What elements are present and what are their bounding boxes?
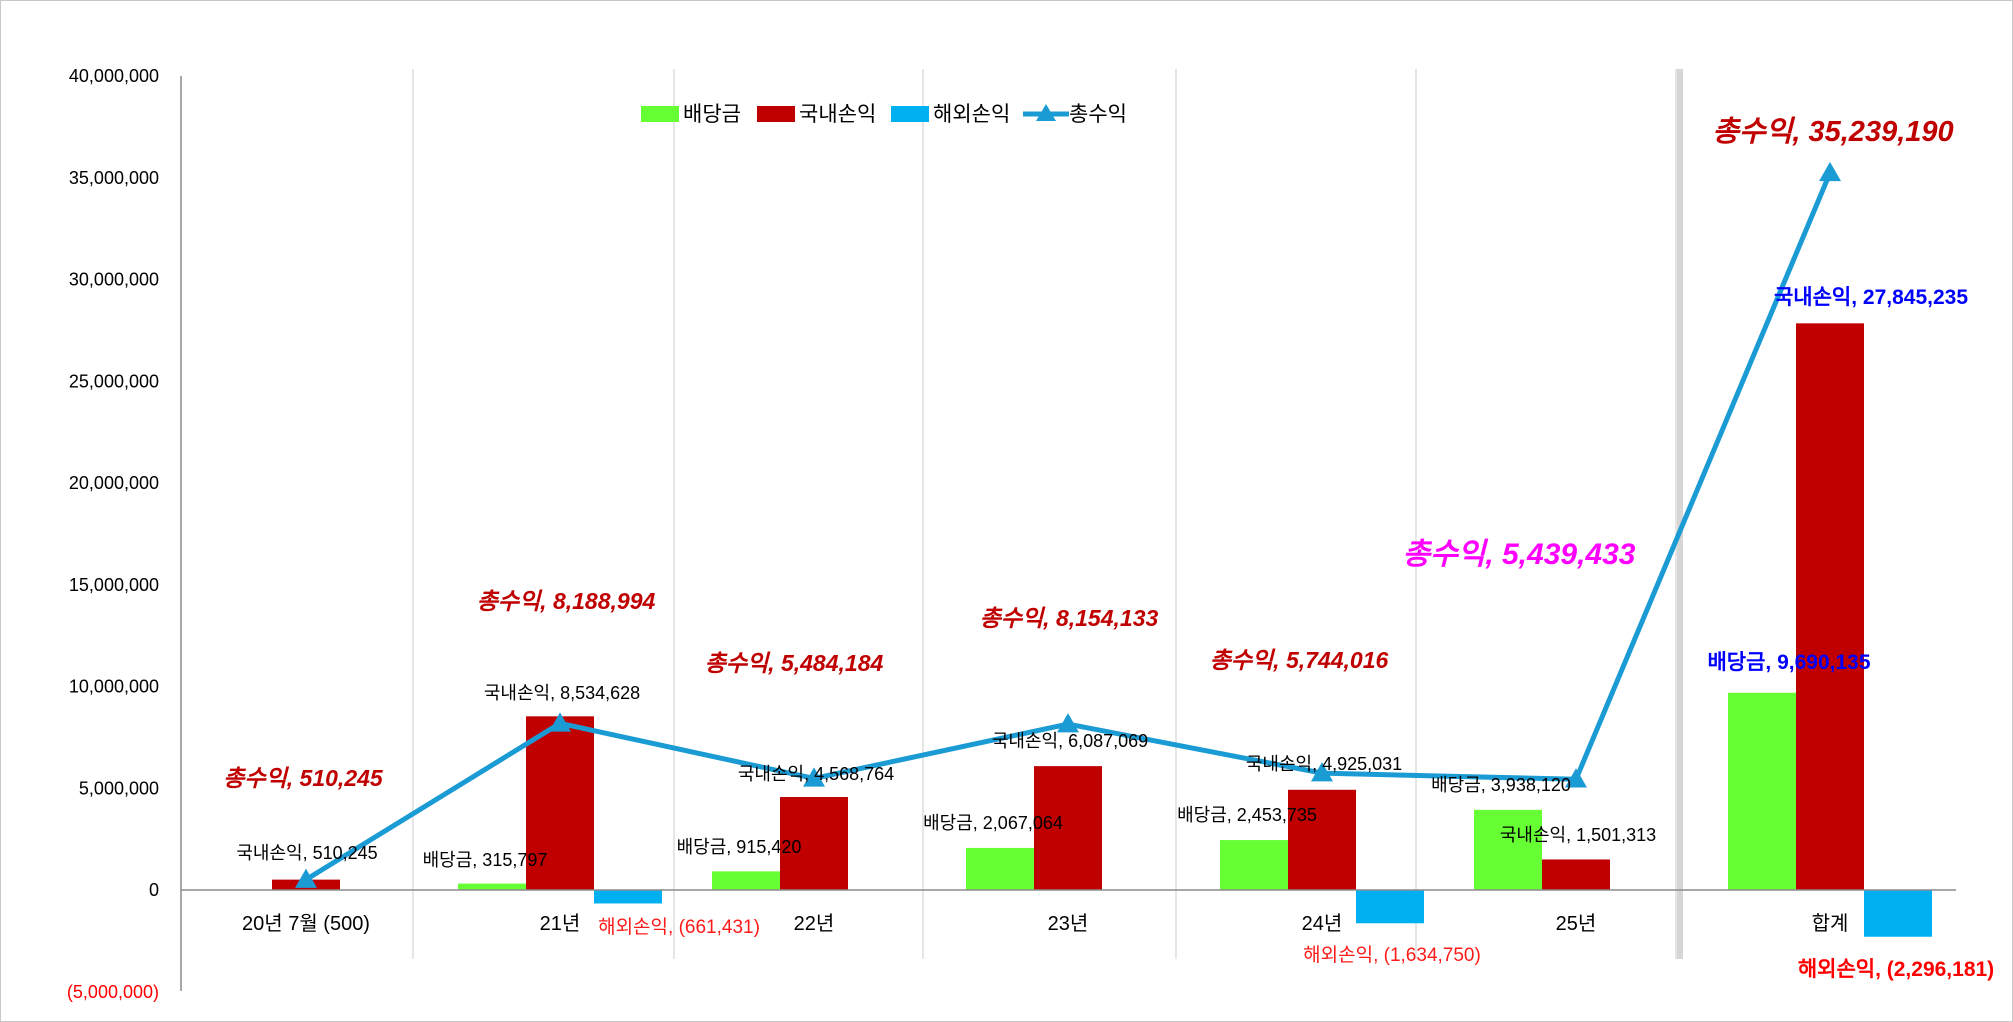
data-label-국내손익-3: 국내손익, 6,087,069	[992, 731, 1148, 751]
bar-배당금-2	[712, 871, 780, 890]
data-label-국내손익-0: 국내손익, 510,245	[236, 843, 377, 863]
legend-label-3: 총수익	[1069, 103, 1127, 126]
data-label-총수익-5: 총수익, 5,439,433	[1403, 538, 1636, 571]
bar-배당금-5	[1474, 809, 1542, 890]
data-label-배당금-1: 배당금, 315,797	[423, 850, 548, 870]
data-label-총수익-0: 총수익, 510,245	[223, 765, 384, 791]
bar-국내손익-1	[526, 716, 594, 890]
legend-swatch-2	[891, 106, 929, 122]
y-tick-label-2: 30,000,000	[69, 270, 159, 290]
data-label-국내손익-2: 국내손익, 4,568,764	[738, 764, 894, 784]
category-label-6: 합계	[1812, 912, 1849, 935]
bar-배당금-1	[458, 883, 526, 890]
data-label-배당금-2: 배당금, 915,420	[677, 837, 802, 857]
bar-배당금-3	[966, 847, 1034, 890]
line-marker-0	[295, 868, 317, 888]
bar-국내손익-3	[1034, 766, 1102, 890]
data-label-총수익-1: 총수익, 8,188,994	[477, 588, 656, 614]
data-label-배당금-4: 배당금, 2,453,735	[1177, 805, 1317, 825]
bar-배당금-6	[1728, 692, 1796, 890]
bar-해외손익-4	[1356, 890, 1424, 924]
legend: 배당금 국내손익 해외손익 총수익	[641, 103, 1127, 126]
data-label-총수익-6: 총수익, 35,239,190	[1712, 116, 1953, 148]
category-label-1: 21년	[540, 912, 581, 935]
y-tick-label-6: 10,000,000	[69, 677, 159, 697]
line-marker-1	[549, 712, 571, 732]
data-label-배당금-3: 배당금, 2,067,064	[923, 813, 1063, 833]
bar-해외손익-1	[594, 890, 662, 904]
data-label-해외손익-6: 해외손익, (2,296,181)	[1798, 958, 1994, 981]
y-tick-label-3: 25,000,000	[69, 371, 159, 391]
total-separator	[1677, 69, 1683, 959]
y-tick-label-0: 40,000,000	[69, 66, 159, 86]
category-label-4: 24년	[1302, 912, 1343, 935]
data-label-배당금-6: 배당금, 9,690,135	[1707, 651, 1870, 674]
y-tick-label-7: 5,000,000	[79, 778, 159, 798]
data-label-국내손익-5: 국내손익, 1,501,313	[1500, 825, 1656, 845]
category-label-0: 20년 7월 (500)	[242, 912, 370, 935]
data-label-해외손익-4: 해외손익, (1,634,750)	[1303, 944, 1481, 966]
data-label-총수익-3: 총수익, 8,154,133	[980, 605, 1159, 631]
data-label-총수익-4: 총수익, 5,744,016	[1210, 647, 1389, 673]
data-label-해외손익-1: 해외손익, (661,431)	[598, 916, 760, 938]
category-label-3: 23년	[1048, 912, 1089, 935]
y-tick-label-4: 20,000,000	[69, 473, 159, 493]
bar-국내손익-6	[1796, 323, 1864, 890]
y-tick-label-8: 0	[149, 880, 159, 900]
line-marker-2	[803, 767, 825, 787]
bar-series-group	[272, 323, 1932, 937]
line-marker-6	[1819, 161, 1841, 182]
line-marker-5	[1565, 768, 1587, 788]
bar-배당금-4	[1220, 840, 1288, 890]
bar-국내손익-5	[1542, 859, 1610, 890]
data-label-배당금-5: 배당금, 3,938,120	[1431, 775, 1571, 795]
y-tick-label-9: (5,000,000)	[67, 982, 159, 1002]
category-label-2: 22년	[794, 912, 835, 935]
category-label-5: 25년	[1556, 912, 1597, 935]
data-label-국내손익-6: 국내손익, 27,845,235	[1774, 286, 1968, 309]
legend-label-0: 배당금	[683, 103, 741, 126]
line-marker-4	[1311, 762, 1333, 782]
data-label-국내손익-1: 국내손익, 8,534,628	[484, 683, 640, 703]
data-label-국내손익-4: 국내손익, 4,925,031	[1246, 754, 1402, 774]
line-marker-3	[1057, 713, 1079, 733]
bar-국내손익-4	[1288, 789, 1356, 890]
bar-국내손익-2	[780, 797, 848, 890]
legend-swatch-1	[757, 106, 795, 122]
legend-swatch-0	[641, 106, 679, 122]
legend-label-2: 해외손익	[933, 103, 1010, 126]
legend-marker-3	[1036, 104, 1056, 121]
y-tick-label-5: 15,000,000	[69, 575, 159, 595]
legend-label-1: 국내손익	[799, 103, 876, 126]
bar-해외손익-6	[1864, 890, 1932, 937]
data-label-총수익-2: 총수익, 5,484,184	[705, 650, 884, 676]
y-tick-label-1: 35,000,000	[69, 168, 159, 188]
